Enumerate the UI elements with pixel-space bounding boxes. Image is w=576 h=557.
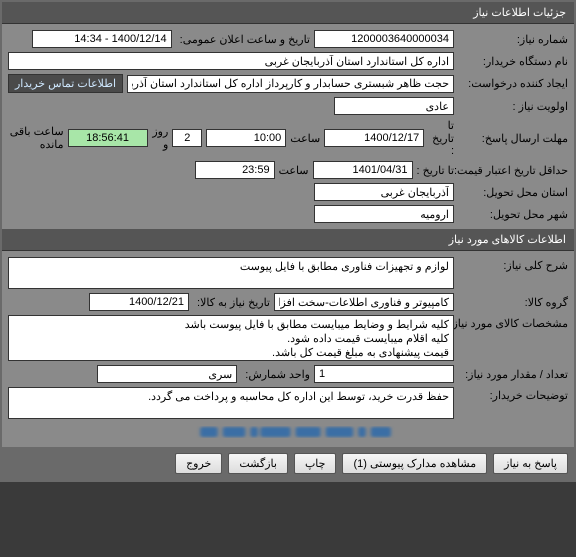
section2-header: اطلاعات کالاهای مورد نیاز (2, 229, 574, 251)
unit-field[interactable] (97, 365, 237, 383)
row-need-number: شماره نیاز: تاریخ و ساعت اعلان عمومی: (4, 28, 572, 50)
row-blurred (4, 421, 572, 443)
validity-date-field[interactable] (313, 161, 413, 179)
qty-field[interactable] (314, 365, 454, 383)
day-and-label: روز و (152, 125, 169, 151)
row-desc: شرح کلی نیاز: (4, 255, 572, 291)
row-priority: اولویت نیاز : (4, 95, 572, 117)
need-date-label: تاریخ نیاز به کالا: (193, 296, 270, 309)
city-field[interactable] (314, 205, 454, 223)
spec-label: مشخصات کالای مورد نیاز: (458, 315, 568, 330)
print-button[interactable]: چاپ (294, 453, 337, 474)
row-buyer-notes: توضیحات خریدار: (4, 385, 572, 421)
footer: پاسخ به نیاز مشاهده مدارک پیوستی (1) چاپ… (2, 447, 574, 480)
buyer-notes-label: توضیحات خریدار: (458, 387, 568, 402)
respond-button[interactable]: پاسخ به نیاز (493, 453, 568, 474)
announce-field[interactable] (32, 30, 172, 48)
group-label: گروه کالا: (458, 296, 568, 309)
need-number-label: شماره نیاز: (458, 33, 568, 46)
attachments-button[interactable]: مشاهده مدارک پیوستی (1) (342, 453, 487, 474)
main-panel: جزئیات اطلاعات نیاز شماره نیاز: تاریخ و … (0, 0, 576, 482)
deadline-time-field[interactable] (206, 129, 286, 147)
group-field[interactable] (274, 293, 454, 311)
row-qty: تعداد / مقدار مورد نیاز: واحد شمارش: (4, 363, 572, 385)
buyer-notes-field[interactable] (8, 387, 454, 419)
section2-title: اطلاعات کالاهای مورد نیاز (449, 234, 566, 246)
remain-label: ساعت باقی مانده (8, 125, 64, 151)
blurred-phone-bar (8, 423, 568, 441)
desc-field[interactable] (8, 257, 454, 289)
row-group: گروه کالا: تاریخ نیاز به کالا: (4, 291, 572, 313)
qty-label: تعداد / مقدار مورد نیاز: (458, 368, 568, 381)
desc-label: شرح کلی نیاز: (458, 257, 568, 272)
row-city: شهر محل تحویل: (4, 203, 572, 225)
unit-label: واحد شمارش: (241, 368, 310, 381)
need-date-field[interactable] (89, 293, 189, 311)
remain-days-field (172, 129, 202, 147)
validity-label: حداقل تاریخ اعتبار قیمت: (458, 164, 568, 177)
province-label: استان محل تحویل: (458, 186, 568, 199)
priority-label: اولویت نیاز : (458, 100, 568, 113)
row-requester: ایجاد کننده درخواست: اطلاعات تماس خریدار (4, 72, 572, 95)
validity-time-label: ساعت (279, 164, 309, 177)
spec-field[interactable] (8, 315, 454, 361)
validity-to-label: تا تاریخ : (417, 164, 454, 177)
row-validity: حداقل تاریخ اعتبار قیمت: تا تاریخ : ساعت (4, 159, 572, 181)
buyer-field[interactable] (8, 52, 454, 70)
city-label: شهر محل تحویل: (458, 208, 568, 221)
remain-time-field (68, 129, 148, 147)
row-spec: مشخصات کالای مورد نیاز: (4, 313, 572, 363)
row-province: استان محل تحویل: (4, 181, 572, 203)
section1-title: جزئیات اطلاعات نیاز (473, 7, 566, 19)
validity-time-field[interactable] (195, 161, 275, 179)
to-date-label: تا تاریخ : (428, 119, 454, 157)
back-button[interactable]: بازگشت (228, 453, 288, 474)
deadline-date-field[interactable] (324, 129, 424, 147)
province-field[interactable] (314, 183, 454, 201)
section2-content: شرح کلی نیاز: گروه کالا: تاریخ نیاز به ک… (2, 251, 574, 447)
requester-label: ایجاد کننده درخواست: (458, 77, 568, 90)
row-buyer: نام دستگاه خریدار: (4, 50, 572, 72)
section1-header: جزئیات اطلاعات نیاز (2, 2, 574, 24)
need-number-field[interactable] (314, 30, 454, 48)
section1-content: شماره نیاز: تاریخ و ساعت اعلان عمومی: نا… (2, 24, 574, 229)
announce-label: تاریخ و ساعت اعلان عمومی: (176, 33, 310, 46)
deadline-label: مهلت ارسال پاسخ: (458, 132, 568, 145)
priority-field[interactable] (334, 97, 454, 115)
row-deadline: مهلت ارسال پاسخ: تا تاریخ : ساعت روز و س… (4, 117, 572, 159)
requester-field[interactable] (127, 75, 454, 93)
buyer-contact-button[interactable]: اطلاعات تماس خریدار (8, 74, 123, 93)
deadline-time-label: ساعت (290, 132, 320, 145)
buyer-label: نام دستگاه خریدار: (458, 55, 568, 68)
exit-button[interactable]: خروج (175, 453, 222, 474)
